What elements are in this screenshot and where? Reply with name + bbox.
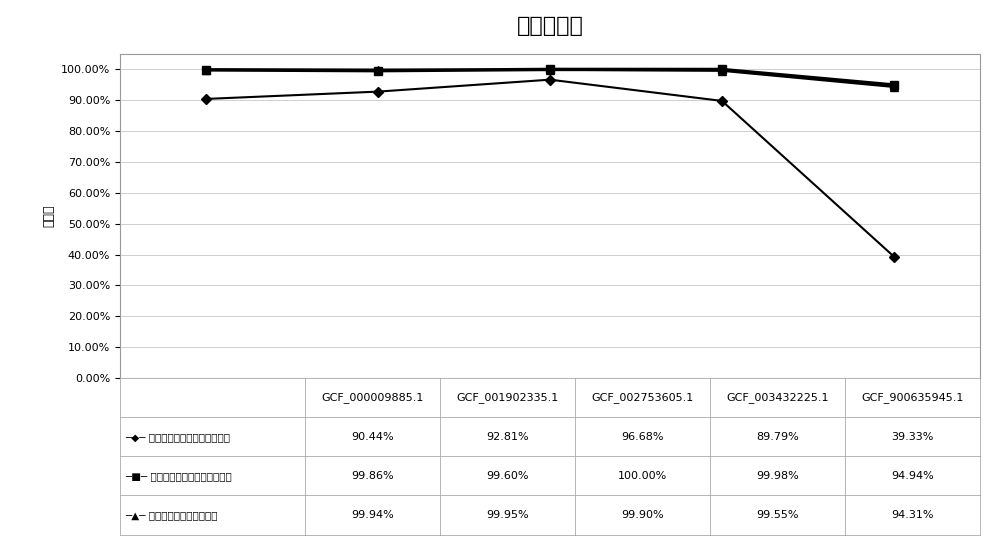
Text: GCF_001902335.1: GCF_001902335.1 [456,392,559,403]
Text: 99.95%: 99.95% [486,510,529,520]
Text: 39.33%: 39.33% [891,431,934,442]
Text: 100.00%: 100.00% [618,471,667,481]
Text: 99.98%: 99.98% [756,471,799,481]
Text: 比对准确率: 比对准确率 [517,16,583,36]
Text: ─◆─ 肺炎克雷伯菌参考菌株基因组: ─◆─ 肺炎克雷伯菌参考菌株基因组 [126,431,231,442]
Text: 99.90%: 99.90% [621,510,664,520]
Text: 89.79%: 89.79% [756,431,799,442]
Text: 94.31%: 94.31% [891,510,934,520]
Text: ─■─ 肺炎克雷伯菌所有菌株基因组: ─■─ 肺炎克雷伯菌所有菌株基因组 [126,471,232,481]
Text: ─▲─ 肺炎克雷伯菌融合基因组: ─▲─ 肺炎克雷伯菌融合基因组 [126,510,218,520]
Text: 96.68%: 96.68% [621,431,664,442]
Text: GCF_000009885.1: GCF_000009885.1 [321,392,424,403]
Text: GCF_003432225.1: GCF_003432225.1 [726,392,829,403]
Text: GCF_900635945.1: GCF_900635945.1 [861,392,964,403]
Text: GCF_002753605.1: GCF_002753605.1 [591,392,694,403]
Text: 94.94%: 94.94% [891,471,934,481]
Text: 90.44%: 90.44% [351,431,394,442]
Text: 99.55%: 99.55% [756,510,799,520]
Text: 99.86%: 99.86% [351,471,394,481]
Y-axis label: 准确率: 准确率 [42,205,55,227]
Text: 92.81%: 92.81% [486,431,529,442]
Text: 99.60%: 99.60% [486,471,529,481]
Text: 99.94%: 99.94% [351,510,394,520]
